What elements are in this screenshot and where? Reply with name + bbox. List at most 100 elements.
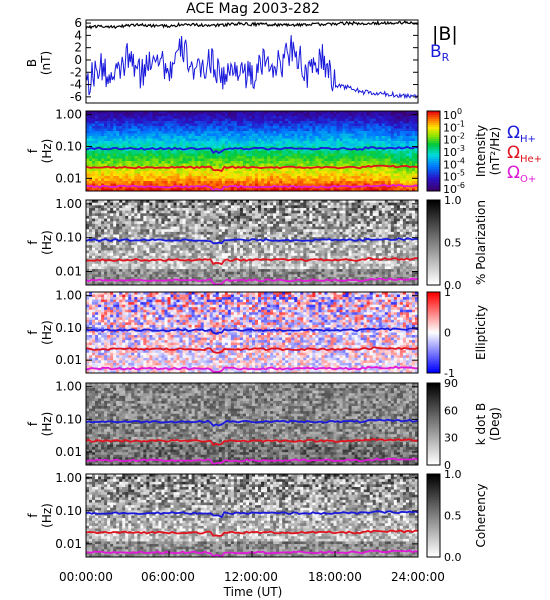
heatmap-cell bbox=[101, 261, 105, 265]
heatmap-cell bbox=[236, 178, 241, 182]
heatmap-cell bbox=[411, 168, 416, 172]
heatmap-cell bbox=[104, 269, 108, 273]
heatmap-cell bbox=[291, 113, 295, 117]
heatmap-cell bbox=[191, 121, 196, 124]
heatmap-cell bbox=[137, 279, 141, 283]
heatmap-cell bbox=[176, 250, 180, 254]
heatmap-cell bbox=[95, 156, 99, 159]
heatmap-cell bbox=[194, 171, 199, 174]
heatmap-cell bbox=[312, 113, 316, 117]
heatmap-cell bbox=[182, 202, 186, 206]
heatmap-cell bbox=[336, 158, 340, 162]
heatmap-cell bbox=[206, 168, 211, 172]
heatmap-cell bbox=[233, 111, 238, 114]
heatmap-cell bbox=[170, 223, 174, 227]
heatmap-cell bbox=[384, 136, 389, 139]
heatmap-cell bbox=[146, 250, 150, 254]
heatmap-cell bbox=[408, 136, 413, 139]
colorbar-cell bbox=[427, 131, 440, 134]
heatmap-cell bbox=[369, 121, 374, 124]
heatmap-cell bbox=[414, 161, 419, 164]
heatmap-cell bbox=[393, 168, 398, 172]
heatmap-cell bbox=[107, 146, 111, 149]
heatmap-cell bbox=[107, 111, 111, 114]
heatmap-cell bbox=[128, 221, 132, 225]
heatmap-cell bbox=[318, 121, 322, 124]
heatmap-cell bbox=[164, 138, 168, 142]
heatmap-cell bbox=[137, 121, 141, 124]
heatmap-cell bbox=[131, 263, 135, 267]
heatmap-cell bbox=[134, 131, 138, 134]
heatmap-cell bbox=[197, 173, 202, 177]
heatmap-cell bbox=[405, 123, 410, 127]
heatmap-cell bbox=[318, 171, 322, 174]
heatmap-cell bbox=[203, 253, 208, 257]
heatmap-cell bbox=[345, 158, 349, 162]
heatmap-cell bbox=[125, 181, 129, 184]
heatmap-cell bbox=[411, 181, 416, 184]
heatmap-cell bbox=[309, 176, 313, 179]
heatmap-cell bbox=[182, 229, 186, 233]
heatmap-cell bbox=[101, 266, 105, 270]
heatmap-cell bbox=[312, 181, 316, 184]
heatmap-cell bbox=[276, 173, 280, 177]
heatmap-cell bbox=[258, 156, 262, 159]
heatmap-cell bbox=[101, 181, 105, 184]
heatmap-cell bbox=[149, 250, 153, 254]
heatmap-cell bbox=[125, 282, 129, 286]
heatmap-cell bbox=[363, 181, 368, 184]
heatmap-cell bbox=[239, 143, 244, 147]
heatmap-cell bbox=[200, 161, 205, 164]
heatmap-cell bbox=[200, 210, 205, 214]
heatmap-cell bbox=[348, 136, 352, 139]
heatmap-cell bbox=[267, 163, 271, 167]
heatmap-cell bbox=[381, 176, 386, 179]
heatmap-cell bbox=[366, 116, 371, 119]
heatmap-cell bbox=[209, 245, 214, 249]
heatmap-cell bbox=[194, 218, 199, 222]
heatmap-cell bbox=[101, 188, 105, 192]
heatmap-cell bbox=[167, 183, 171, 187]
heatmap-cell bbox=[411, 171, 416, 174]
heatmap-cell bbox=[321, 128, 325, 132]
heatmap-cell bbox=[324, 151, 328, 154]
heatmap-cell bbox=[242, 158, 247, 162]
heatmap-cell bbox=[194, 250, 199, 254]
heatmap-cell bbox=[128, 218, 132, 222]
heatmap-cell bbox=[330, 186, 334, 189]
heatmap-cell bbox=[200, 223, 205, 227]
heatmap-cell bbox=[221, 178, 226, 182]
heatmap-cell bbox=[128, 113, 132, 117]
heatmap-cell bbox=[95, 121, 99, 124]
heatmap-cell bbox=[158, 271, 162, 275]
heatmap-cell bbox=[255, 113, 259, 117]
heatmap-cell bbox=[351, 136, 356, 139]
heatmap-cell bbox=[95, 239, 99, 243]
heatmap-cell bbox=[264, 148, 268, 152]
heatmap-cell bbox=[113, 173, 117, 177]
heatmap-cell bbox=[315, 181, 319, 184]
heatmap-cell bbox=[239, 178, 244, 182]
heatmap-cell bbox=[86, 126, 90, 129]
heatmap-cell bbox=[146, 271, 150, 275]
heatmap-cell bbox=[294, 121, 298, 124]
heatmap-cell bbox=[363, 151, 368, 154]
heatmap-cell bbox=[104, 263, 108, 267]
heatmap-cell bbox=[182, 282, 186, 286]
heatmap-cell bbox=[396, 141, 401, 144]
heatmap-cell bbox=[104, 223, 108, 227]
heatmap-cell bbox=[267, 178, 271, 182]
heatmap-cell bbox=[203, 123, 208, 127]
heatmap-cell bbox=[393, 136, 398, 139]
heatmap-cell bbox=[351, 173, 356, 177]
heatmap-cell bbox=[176, 245, 180, 249]
heatmap-cell bbox=[321, 156, 325, 159]
heatmap-cell bbox=[188, 158, 193, 162]
heatmap-cell bbox=[110, 271, 114, 275]
heatmap-cell bbox=[149, 161, 153, 164]
heatmap-cell bbox=[300, 123, 304, 127]
heatmap-cell bbox=[245, 156, 250, 159]
heatmap-cell bbox=[276, 141, 280, 144]
heatmap-cell bbox=[170, 237, 174, 241]
heatmap-cell bbox=[155, 237, 159, 241]
